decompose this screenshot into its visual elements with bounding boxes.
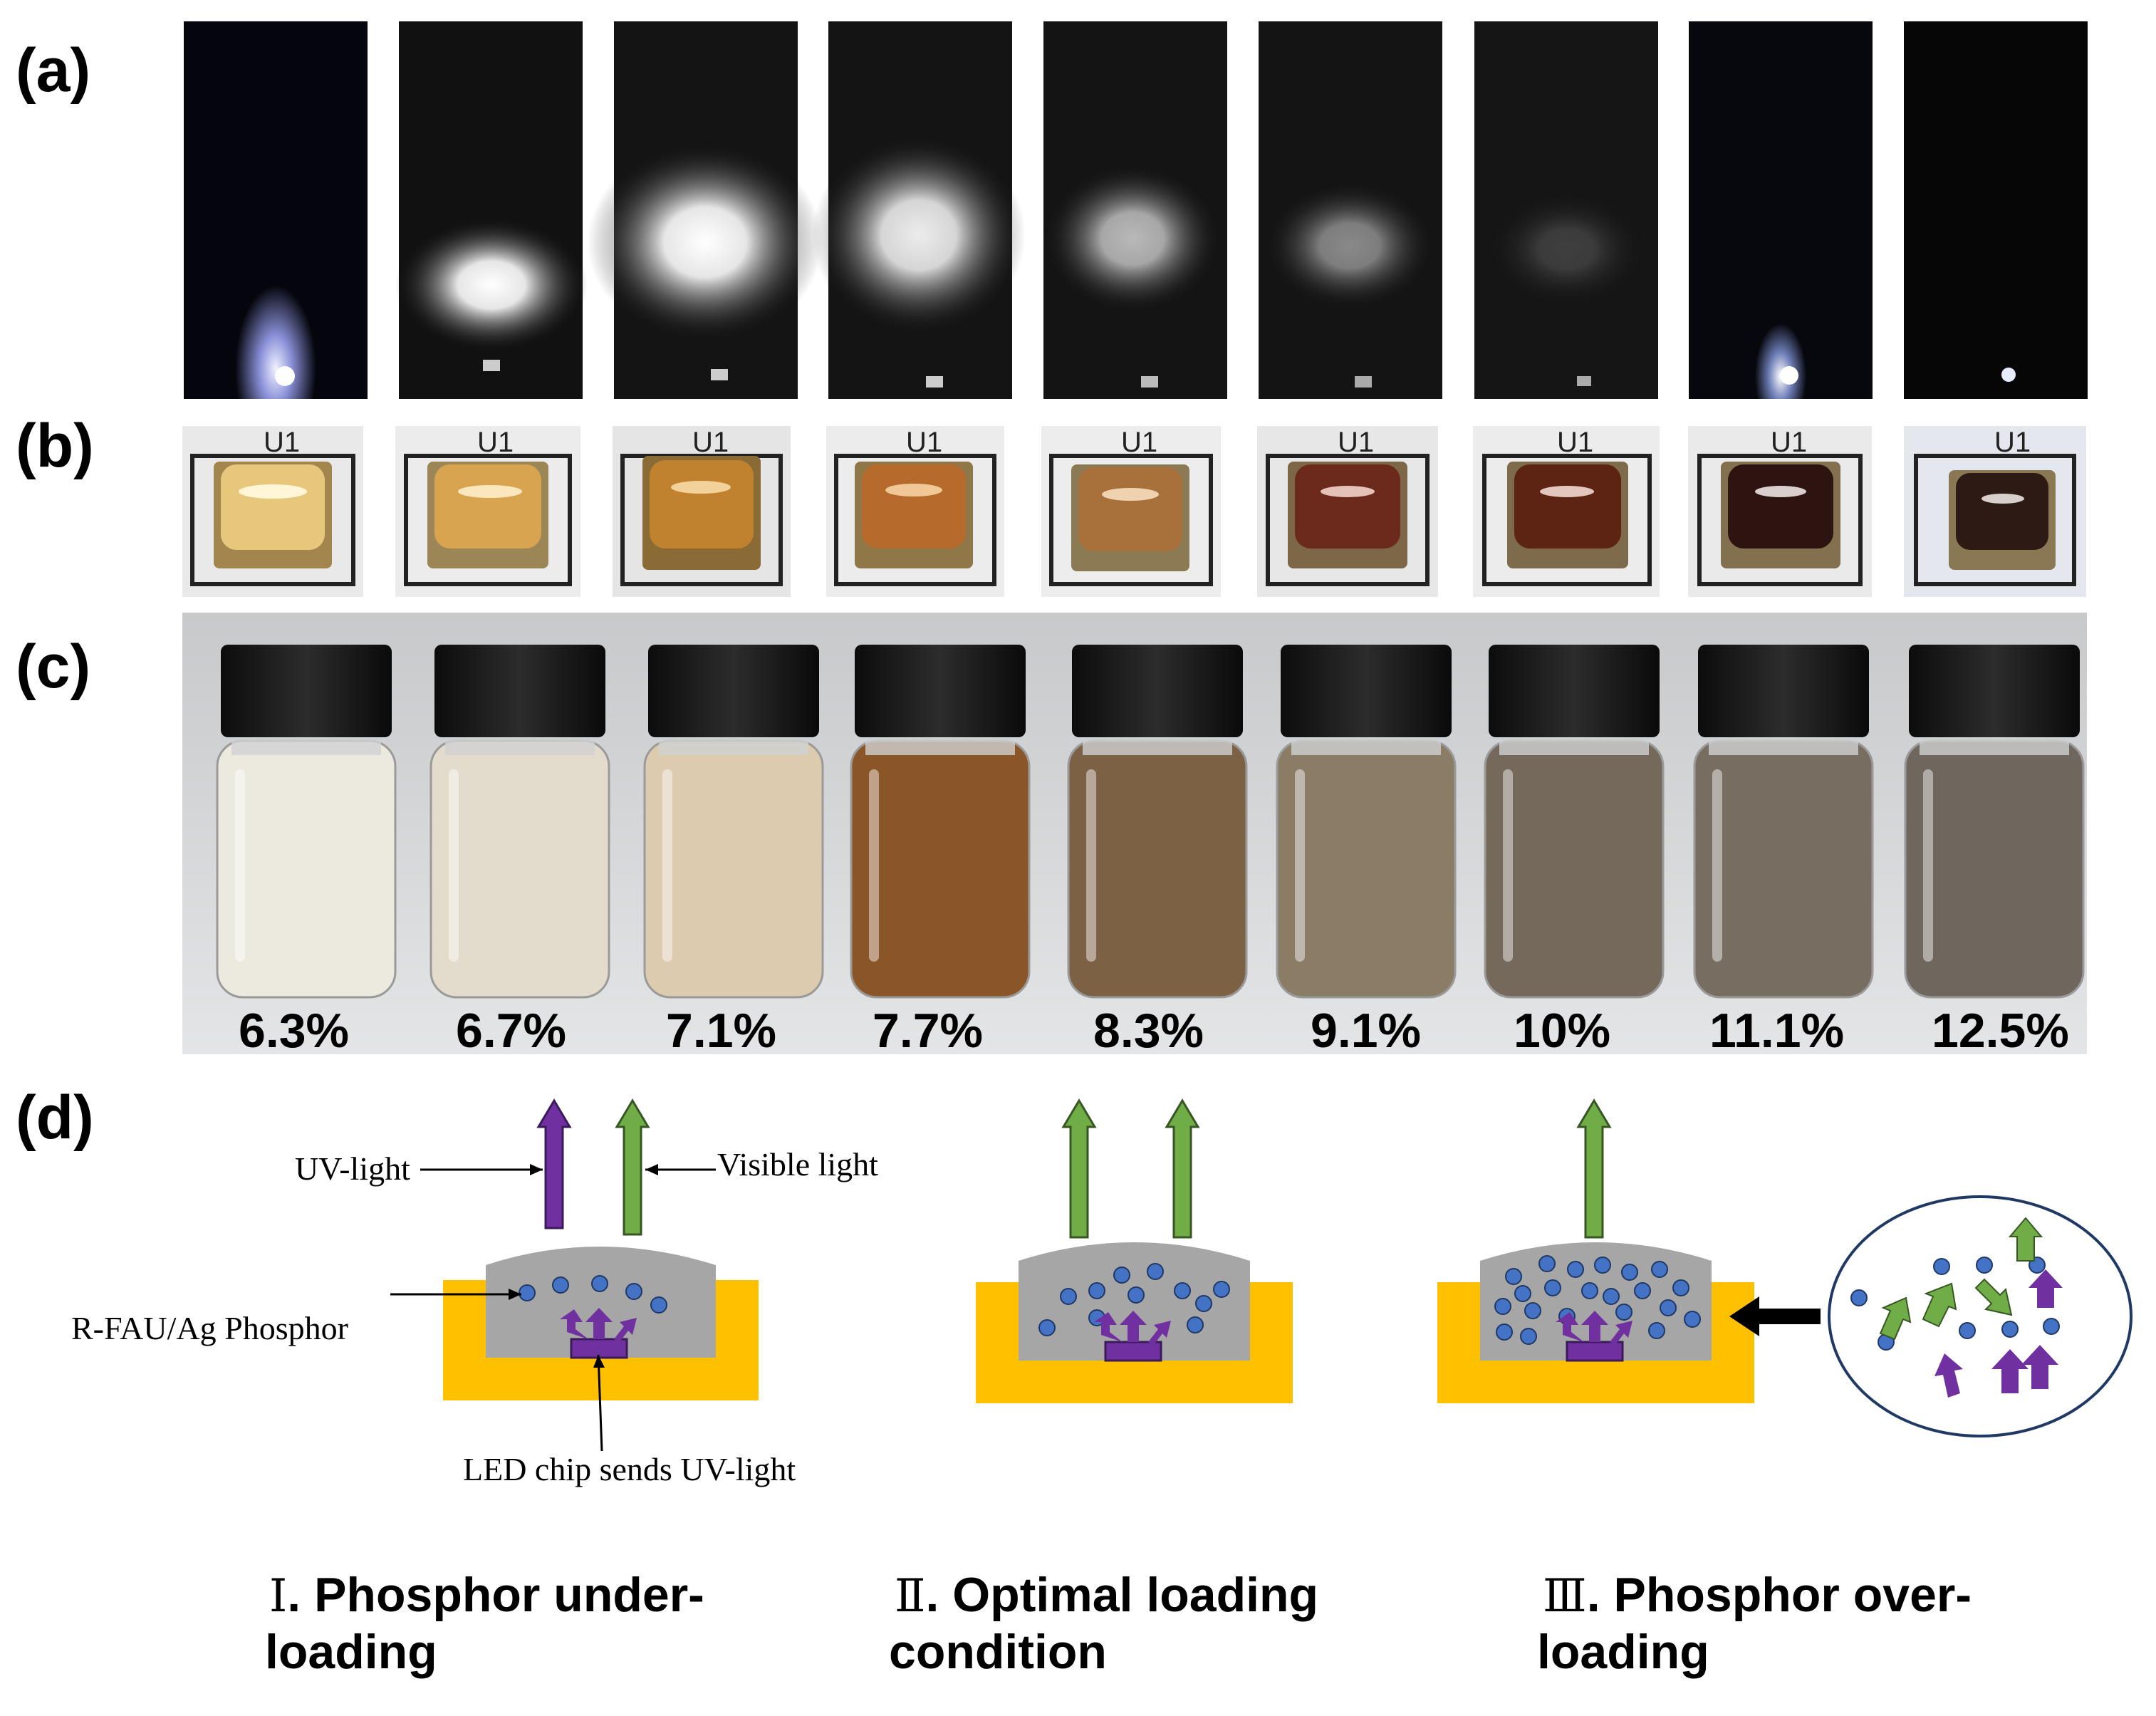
- vial: [1067, 645, 1248, 999]
- caption-2: Ⅱ. Optimal loading condition: [889, 1568, 1318, 1679]
- board-label: U1: [1771, 427, 1807, 458]
- emission-photo-1: [184, 21, 368, 399]
- board-label: U1: [692, 427, 729, 458]
- caption-3-line1: Ⅲ. Phosphor over-: [1543, 1568, 1972, 1623]
- chip-label: LED chip sends UV-light: [463, 1451, 796, 1487]
- led-package-photos: U1 U1 U1 U1: [182, 426, 2086, 597]
- led-package-5: U1: [1041, 426, 1221, 597]
- vial: [643, 645, 824, 999]
- loading-label: 7.1%: [666, 1004, 776, 1058]
- loading-label: 8.3%: [1093, 1004, 1204, 1058]
- loading-label: 6.3%: [239, 1004, 349, 1058]
- loading-label: 10%: [1514, 1004, 1610, 1058]
- caption-3-line2: loading: [1537, 1625, 1709, 1679]
- vial: [850, 645, 1031, 999]
- panel-label-b: (b): [16, 412, 94, 480]
- emission-photo-3: [588, 21, 823, 399]
- vial: [216, 645, 397, 999]
- caption-2-line1: Ⅱ. Optimal loading: [895, 1568, 1318, 1623]
- board-label: U1: [477, 427, 514, 458]
- vial: [1276, 645, 1457, 999]
- board-label: U1: [1338, 427, 1374, 458]
- emission-photo-5: [1043, 21, 1227, 399]
- caption-1: Ⅰ. Phosphor under- loading: [265, 1568, 704, 1679]
- emission-photo-4: [812, 21, 1026, 399]
- led-package-7: U1: [1473, 426, 1660, 597]
- led-package-3: U1: [613, 426, 791, 597]
- led-package-2: U1: [395, 426, 580, 597]
- board-label: U1: [264, 427, 300, 458]
- particles: [1494, 1255, 1701, 1345]
- emission-photo-2: [395, 21, 588, 399]
- condition-3-device: [1437, 1098, 2132, 1437]
- board-label: U1: [1557, 427, 1593, 458]
- loading-label: 6.7%: [456, 1004, 566, 1058]
- phosphor-label: R-FAU/Ag Phosphor: [71, 1310, 348, 1346]
- board-label: U1: [1121, 427, 1157, 458]
- condition-1-device: UV-light Visible light R-FAU/Ag Phosphor…: [71, 1098, 878, 1487]
- led-package-1: U1: [182, 426, 363, 597]
- led-package-8: U1: [1688, 426, 1872, 597]
- vial: [1484, 645, 1665, 999]
- led-package-9: U1: [1904, 426, 2086, 597]
- board-label: U1: [1994, 427, 2031, 458]
- panel-label-a: (a): [16, 36, 90, 105]
- loading-label: 9.1%: [1311, 1004, 1421, 1058]
- caption-2-line2: condition: [889, 1625, 1107, 1679]
- condition-2-device: [976, 1098, 1293, 1403]
- uv-light-label: UV-light: [295, 1150, 410, 1187]
- particles: [1038, 1263, 1230, 1336]
- loading-label: 12.5%: [1932, 1004, 2069, 1058]
- emission-photo-8: [1689, 21, 1873, 399]
- loading-label: 11.1%: [1709, 1004, 1844, 1058]
- vial: [1693, 645, 1874, 999]
- emission-photo-9: [1904, 21, 2088, 399]
- panel-label-d: (d): [16, 1083, 94, 1152]
- vial: [429, 645, 610, 999]
- loading-label: 7.7%: [873, 1004, 983, 1058]
- emission-photo-7: [1474, 21, 1658, 399]
- led-package-6: U1: [1257, 426, 1438, 597]
- led-package-4: U1: [826, 426, 1004, 597]
- caption-1-line2: loading: [265, 1625, 437, 1679]
- visible-light-label: Visible light: [717, 1146, 878, 1182]
- emission-photo-6: [1259, 21, 1442, 399]
- caption-3: Ⅲ. Phosphor over- loading: [1537, 1568, 1972, 1679]
- vial-photo: 6.3% 6.7% 7.1% 7.7% 8.3% 9.1% 10% 11.1% 12.5%: [182, 613, 2087, 1058]
- emission-photos: [184, 21, 2088, 399]
- board-label: U1: [906, 427, 942, 458]
- panel-label-c: (c): [16, 633, 90, 701]
- loading-schematic: UV-light Visible light R-FAU/Ag Phosphor…: [71, 1098, 2132, 1679]
- caption-1-line1: Ⅰ. Phosphor under-: [269, 1568, 704, 1623]
- vial: [1904, 645, 2085, 999]
